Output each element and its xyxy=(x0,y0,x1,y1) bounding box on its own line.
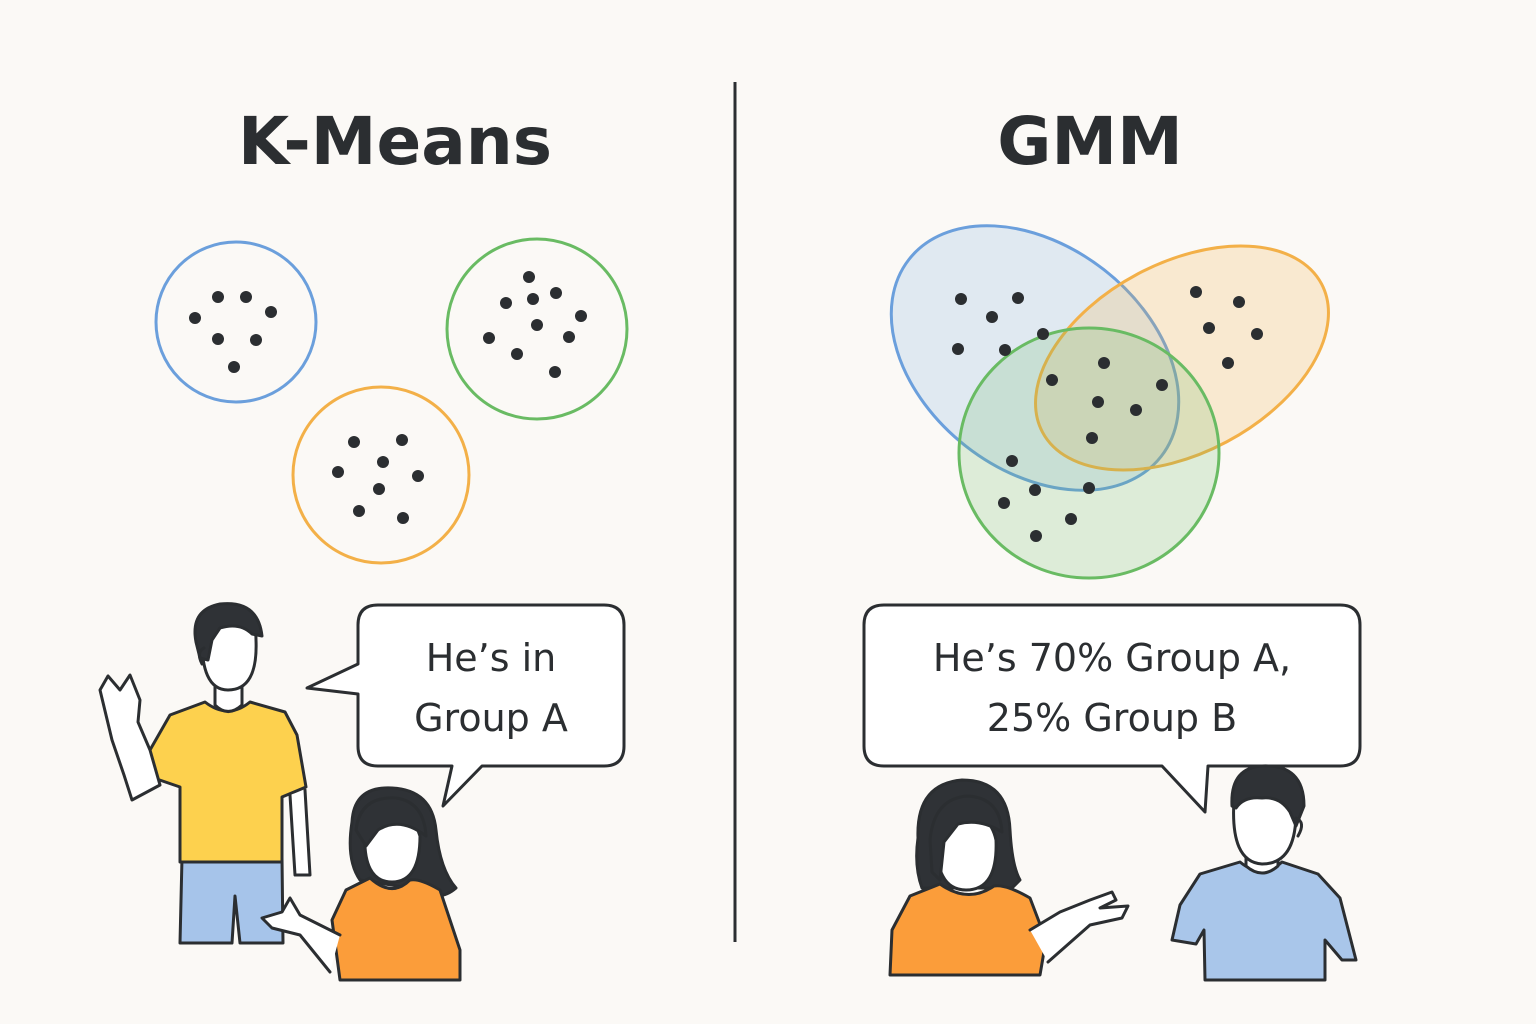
gmm-component-green xyxy=(957,326,1221,580)
data-point xyxy=(377,456,389,468)
woman-hair-front xyxy=(354,796,428,848)
data-point xyxy=(483,332,495,344)
data-point xyxy=(228,361,240,373)
data-point xyxy=(1083,482,1095,494)
data-point xyxy=(527,293,539,305)
speech-line: 25% Group B xyxy=(986,696,1238,740)
man-ear xyxy=(197,646,206,666)
data-point xyxy=(550,287,562,299)
data-point xyxy=(511,348,523,360)
data-point xyxy=(500,297,512,309)
man-raised-arm xyxy=(98,673,162,802)
speech-line: He’s 70% Group A, xyxy=(932,636,1292,680)
woman-orange-shirt-right xyxy=(888,778,1130,977)
data-point xyxy=(1233,296,1245,308)
man-blue-shirt xyxy=(1170,764,1358,982)
data-point xyxy=(999,344,1011,356)
data-point xyxy=(250,334,262,346)
data-point xyxy=(952,343,964,355)
data-point xyxy=(1222,357,1234,369)
woman-orange-shirt-left xyxy=(260,786,462,982)
data-point xyxy=(353,505,365,517)
kmeans-title: K-Means xyxy=(237,103,553,180)
data-point xyxy=(189,312,201,324)
data-point xyxy=(1012,292,1024,304)
data-point xyxy=(1065,513,1077,525)
woman-gesture-arm xyxy=(260,896,342,974)
man-yellow-shirt xyxy=(98,602,312,945)
data-point xyxy=(212,333,224,345)
man-shirt xyxy=(1170,860,1358,982)
data-point xyxy=(373,483,385,495)
data-point xyxy=(240,291,252,303)
data-point xyxy=(1190,286,1202,298)
gmm-title: GMM xyxy=(997,103,1183,180)
data-point xyxy=(332,466,344,478)
kmeans-speech-text: He’s in Group A xyxy=(362,628,620,748)
kmeans-points xyxy=(189,271,587,524)
data-point xyxy=(549,366,561,378)
data-point xyxy=(1037,328,1049,340)
data-point xyxy=(575,310,587,322)
data-point xyxy=(212,291,224,303)
man-shirt xyxy=(143,700,308,864)
gmm-components xyxy=(889,224,1330,580)
data-point xyxy=(998,497,1010,509)
data-point xyxy=(986,311,998,323)
man-pants xyxy=(178,856,285,945)
data-point xyxy=(1029,484,1041,496)
data-point xyxy=(1092,396,1104,408)
speech-line: Group A xyxy=(414,696,568,740)
gmm-component-orange xyxy=(1034,244,1330,472)
woman-shirt xyxy=(888,882,1048,977)
data-point xyxy=(1156,379,1168,391)
man-lower-arm xyxy=(288,788,312,877)
kmeans-cluster-blue xyxy=(154,240,318,404)
woman-gesture-arm xyxy=(1028,890,1130,964)
kmeans-cluster-orange xyxy=(291,385,471,565)
speech-line: He’s in xyxy=(425,636,557,680)
man-hair xyxy=(1230,764,1306,828)
data-point xyxy=(1203,322,1215,334)
kmeans-clusters xyxy=(154,237,629,565)
data-point xyxy=(397,512,409,524)
man-hair xyxy=(193,602,264,662)
data-point xyxy=(1030,530,1042,542)
data-point xyxy=(531,319,543,331)
data-point xyxy=(265,306,277,318)
data-point xyxy=(396,434,408,446)
woman-shirt xyxy=(330,876,462,982)
data-point xyxy=(1086,432,1098,444)
man-ear xyxy=(1294,816,1303,838)
woman-hair-front xyxy=(928,794,1004,882)
data-point xyxy=(523,271,535,283)
data-point xyxy=(563,331,575,343)
speech-bubble-left xyxy=(305,603,626,808)
data-point xyxy=(412,470,424,482)
gmm-points xyxy=(952,286,1263,542)
data-point xyxy=(1251,328,1263,340)
kmeans-cluster-green xyxy=(445,237,629,421)
data-point xyxy=(1006,455,1018,467)
data-point xyxy=(1098,357,1110,369)
data-point xyxy=(348,436,360,448)
data-point xyxy=(1046,374,1058,386)
gmm-speech-text: He’s 70% Group A, 25% Group B xyxy=(870,628,1354,748)
data-point xyxy=(955,293,967,305)
speech-bubble-right xyxy=(862,603,1362,814)
data-point xyxy=(1130,404,1142,416)
